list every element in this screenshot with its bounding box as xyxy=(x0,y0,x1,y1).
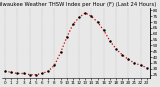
Title: Milwaukee Weather THSW Index per Hour (F) (Last 24 Hours): Milwaukee Weather THSW Index per Hour (F… xyxy=(0,2,157,7)
